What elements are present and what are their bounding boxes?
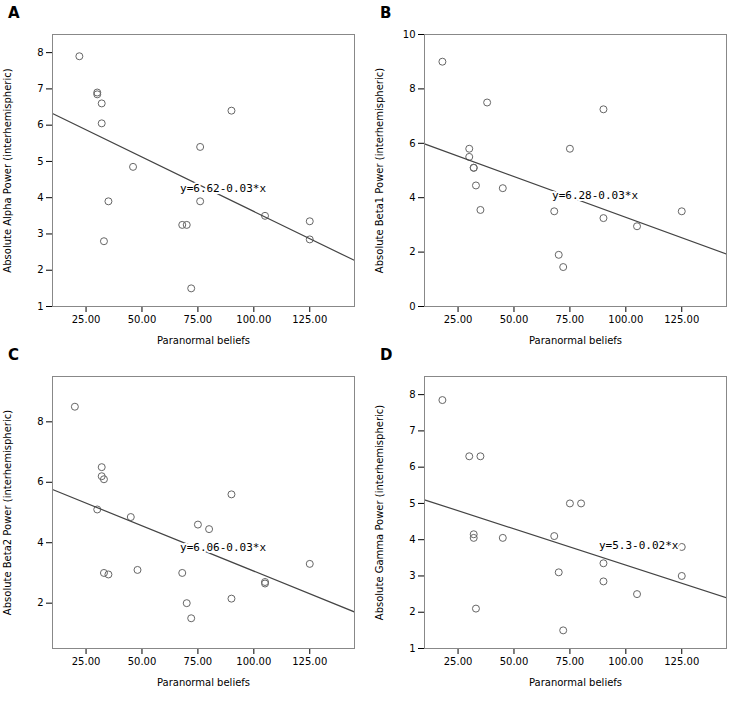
svg-text:50.00: 50.00 [128,656,157,667]
svg-text:25.00: 25.00 [444,314,473,325]
svg-text:50.00: 50.00 [128,314,157,325]
svg-text:6: 6 [409,461,415,472]
html-text:A: A [8,4,20,22]
svg-text:75.00: 75.00 [184,656,213,667]
svg-text:Paranormal beliefs: Paranormal beliefs [157,335,250,346]
svg-text:y=6.06-0.03*x: y=6.06-0.03*x [180,541,266,554]
svg-text:4: 4 [37,192,43,203]
svg-text:Absolute Beta2 Power (interhem: Absolute Beta2 Power (interhemispheric) [2,410,13,615]
svg-text:100.00: 100.00 [236,656,271,667]
html-text:B: B [380,4,392,22]
svg-text:2: 2 [409,606,415,617]
svg-text:125.00: 125.00 [292,656,327,667]
svg-text:8: 8 [409,83,415,94]
svg-text:8: 8 [409,389,415,400]
html-text:D: D [380,346,393,364]
svg-text:6: 6 [409,138,415,149]
svg-text:75.00: 75.00 [556,314,585,325]
svg-text:Absolute Alpha Power (interhem: Absolute Alpha Power (interhemispheric) [2,68,13,272]
svg-text:Absolute Gamma Power (interhem: Absolute Gamma Power (interhemispheric) [374,405,385,620]
svg-text:75.00: 75.00 [556,656,585,667]
svg-text:125.00: 125.00 [292,314,327,325]
svg-text:25.00: 25.00 [72,314,101,325]
svg-text:4: 4 [409,534,415,545]
svg-text:50.00: 50.00 [500,314,529,325]
svg-text:y=6.28-0.03*x: y=6.28-0.03*x [552,189,638,202]
svg-text:75.00: 75.00 [184,314,213,325]
html-text:C: C [8,346,19,364]
svg-text:50.00: 50.00 [500,656,529,667]
svg-text:25.00: 25.00 [72,656,101,667]
svg-text:2: 2 [37,597,43,608]
svg-text:100.00: 100.00 [236,314,271,325]
svg-text:y=5.3-0.02*x: y=5.3-0.02*x [599,539,679,552]
svg-text:6: 6 [37,119,43,130]
svg-text:10: 10 [403,29,416,40]
svg-text:6: 6 [37,476,43,487]
svg-text:2: 2 [37,264,43,275]
svg-text:7: 7 [409,425,415,436]
svg-text:Paranormal beliefs: Paranormal beliefs [529,677,622,688]
svg-text:125.00: 125.00 [664,656,699,667]
svg-text:100.00: 100.00 [608,314,643,325]
svg-text:4: 4 [409,192,415,203]
svg-text:25.00: 25.00 [444,656,473,667]
svg-text:y=6.62-0.03*x: y=6.62-0.03*x [180,182,266,195]
svg-text:2: 2 [409,246,415,257]
svg-text:Absolute Beta1 Power (interhem: Absolute Beta1 Power (interhemispheric) [374,68,385,273]
svg-text:8: 8 [37,416,43,427]
svg-text:1: 1 [409,643,415,654]
svg-text:3: 3 [409,570,415,581]
svg-text:3: 3 [37,228,43,239]
svg-text:5: 5 [409,498,415,509]
svg-text:Paranormal beliefs: Paranormal beliefs [529,335,622,346]
svg-text:Paranormal beliefs: Paranormal beliefs [157,677,250,688]
svg-text:5: 5 [37,156,43,167]
svg-text:7: 7 [37,83,43,94]
svg-text:125.00: 125.00 [664,314,699,325]
svg-text:0: 0 [409,301,415,312]
svg-text:1: 1 [37,301,43,312]
svg-text:4: 4 [37,537,43,548]
svg-text:8: 8 [37,47,43,58]
svg-text:100.00: 100.00 [608,656,643,667]
